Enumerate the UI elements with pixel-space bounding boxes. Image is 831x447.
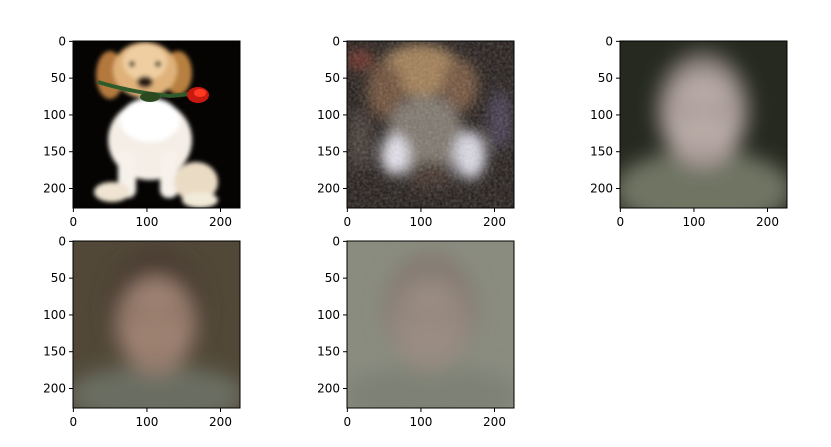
y-tick-label: 150 bbox=[43, 345, 66, 359]
y-tick-label: 150 bbox=[317, 345, 340, 359]
y-tick-label: 200 bbox=[317, 382, 340, 396]
axes-frame bbox=[619, 40, 788, 209]
x-tick-label: 200 bbox=[756, 215, 779, 229]
y-tick-label: 50 bbox=[51, 71, 66, 85]
y-tick-label: 150 bbox=[43, 145, 66, 159]
y-tick-label: 0 bbox=[58, 34, 66, 48]
x-tick-label: 200 bbox=[209, 215, 232, 229]
image-panel bbox=[72, 240, 241, 409]
x-tick-label: 0 bbox=[344, 215, 352, 229]
average-face-image bbox=[73, 241, 240, 408]
image-panel bbox=[72, 40, 241, 209]
x-tick-label: 0 bbox=[617, 215, 625, 229]
x-tick-label: 100 bbox=[409, 215, 432, 229]
axes-frame bbox=[72, 40, 241, 209]
x-tick-label: 0 bbox=[70, 415, 78, 429]
y-tick-label: 100 bbox=[317, 108, 340, 122]
y-tick-label: 200 bbox=[317, 182, 340, 196]
image-panel bbox=[346, 240, 515, 409]
y-tick-label: 150 bbox=[590, 145, 613, 159]
image-panel bbox=[346, 40, 515, 209]
y-tick-label: 200 bbox=[43, 382, 66, 396]
y-tick-label: 0 bbox=[332, 234, 340, 248]
axes-frame bbox=[72, 240, 241, 409]
x-tick-label: 200 bbox=[483, 415, 506, 429]
x-tick-label: 200 bbox=[483, 215, 506, 229]
axes-ticks: 0 50 100 150 200 0 100 200 0 50 100 150 200 0 100 200 0 5… bbox=[43, 34, 779, 429]
x-tick-label: 100 bbox=[135, 415, 158, 429]
x-tick-label: 200 bbox=[209, 415, 232, 429]
x-tick-label: 100 bbox=[135, 215, 158, 229]
axes-frame bbox=[346, 240, 515, 409]
y-tick-label: 50 bbox=[51, 271, 66, 285]
image-panel bbox=[619, 40, 788, 209]
y-tick-label: 150 bbox=[317, 145, 340, 159]
y-tick-label: 0 bbox=[605, 34, 613, 48]
reconstruction-image bbox=[347, 41, 514, 208]
y-tick-label: 100 bbox=[590, 108, 613, 122]
y-tick-label: 100 bbox=[43, 308, 66, 322]
average-face-image bbox=[347, 241, 514, 408]
y-tick-label: 200 bbox=[590, 182, 613, 196]
average-face-image bbox=[620, 41, 787, 208]
x-tick-label: 0 bbox=[344, 415, 352, 429]
y-tick-label: 0 bbox=[332, 34, 340, 48]
x-tick-label: 100 bbox=[682, 215, 705, 229]
x-tick-label: 100 bbox=[409, 415, 432, 429]
puppy-image bbox=[73, 41, 240, 208]
y-tick-label: 50 bbox=[325, 71, 340, 85]
y-tick-label: 50 bbox=[325, 271, 340, 285]
y-tick-label: 50 bbox=[598, 71, 613, 85]
y-tick-label: 100 bbox=[43, 108, 66, 122]
x-tick-label: 0 bbox=[70, 215, 78, 229]
y-tick-label: 100 bbox=[317, 308, 340, 322]
axes-frame bbox=[346, 40, 515, 209]
y-tick-label: 200 bbox=[43, 182, 66, 196]
y-tick-label: 0 bbox=[58, 234, 66, 248]
